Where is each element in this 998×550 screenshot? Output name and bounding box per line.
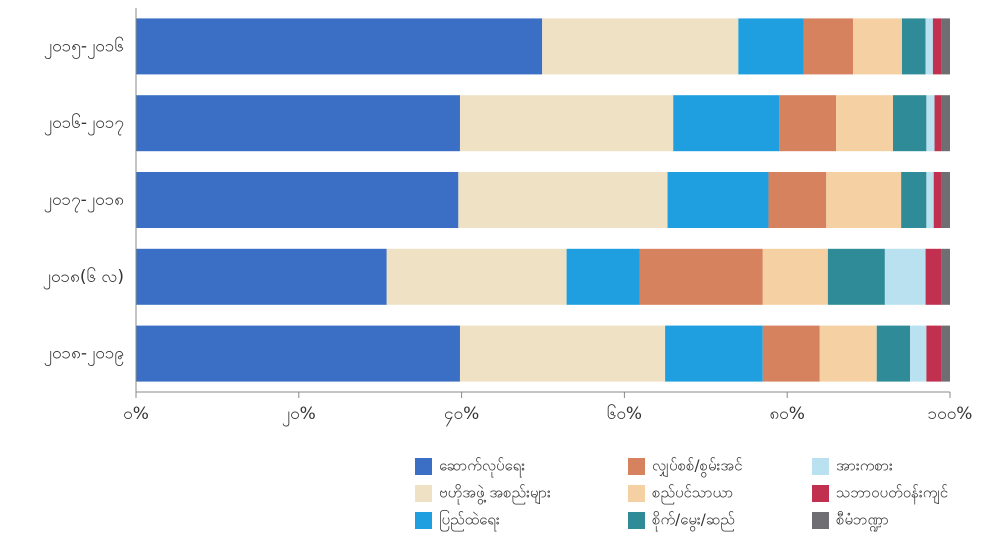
bar-segment [884, 248, 926, 305]
bar-segment [136, 18, 543, 75]
bar-segment [458, 172, 668, 228]
bar-segment [136, 95, 460, 152]
y-tick-label: ၂၀၁၇-၂၀၁၈ [44, 190, 124, 213]
bar-segment [738, 18, 804, 75]
bar-segment [665, 325, 763, 382]
legend-swatch [628, 512, 645, 529]
bar-segment [941, 95, 950, 152]
legend-swatch [415, 458, 432, 475]
bar-segment [932, 18, 942, 75]
y-tick-label: ၂၀၁၈-၂၀၁၉ [44, 344, 124, 367]
bar-segment [762, 325, 820, 382]
legend-swatch [812, 512, 829, 529]
bar-segment [901, 172, 927, 228]
x-tick-label: ၆၀% [607, 403, 642, 424]
bar-segment [925, 18, 933, 75]
bar-segment [768, 172, 827, 228]
bar-segment [893, 95, 927, 152]
x-tick-label: ၈၀% [769, 404, 804, 424]
legend-label: စိုက်/မွေး/ဆည် [652, 511, 735, 532]
legend-swatch [415, 512, 432, 529]
legend-swatch [415, 485, 432, 502]
legend-label: သဘာဝပတ်ဝန်းကျင် [836, 484, 948, 505]
bar-segment [566, 248, 640, 305]
bar-segment [826, 172, 902, 228]
bar-segment [136, 325, 460, 382]
bar-segment [803, 18, 854, 75]
bar-segment [876, 325, 911, 382]
legend-swatch [812, 485, 829, 502]
bar-segment [673, 95, 780, 152]
bar-segment [941, 172, 950, 228]
legend-label: ဗဟိုအဖွဲ့ အစည်းများ [439, 484, 551, 505]
bar-segment [926, 95, 935, 152]
bar-segment [934, 95, 942, 152]
bar-segment [901, 18, 926, 75]
bar-segment [386, 248, 567, 305]
legend-swatch [812, 458, 829, 475]
bar-segment [459, 325, 666, 382]
bar-segment [136, 172, 459, 228]
bar-segment [941, 18, 950, 75]
bar-segment [910, 325, 927, 382]
bar-segment [762, 248, 828, 305]
y-tick-label: ၂၀၁၆-၂၀၁၇ [44, 112, 124, 136]
legend-label: လျှပ်စစ်/စွမ်းအင် [652, 457, 742, 478]
x-tick-label: ၀% [123, 404, 149, 424]
bar-segment [926, 172, 934, 228]
y-tick-label: ၂၀၁၈(၆ လ) [43, 266, 124, 290]
legend-swatch [628, 458, 645, 475]
bar-segment [836, 95, 894, 152]
bar-segment [779, 95, 837, 152]
bar-segment [542, 18, 739, 75]
bar-segment [925, 248, 942, 305]
x-tick-label: ၂၀% [282, 404, 316, 427]
legend-label: စီမံဘဏ္ဍာ [836, 511, 889, 532]
legend-label: အားကစား [836, 457, 893, 475]
bar-segment [827, 248, 885, 305]
bar-segment [459, 95, 674, 152]
legend-label: စည်ပင်သာယာ [652, 484, 733, 505]
legend-label: ပြည်ထဲရေး [439, 510, 500, 532]
y-tick-label: ၂၀၁၅-၂၀၁၆ [44, 35, 124, 59]
bar-segment [136, 248, 387, 305]
bar-segment [667, 172, 769, 228]
bar-segment [941, 325, 950, 382]
bar-segment [941, 248, 950, 305]
bar-segment [639, 248, 763, 305]
bar-segment [926, 325, 942, 382]
x-tick-label: ၄၀% [444, 404, 479, 427]
bar-segment [933, 172, 942, 228]
bar-segment [853, 18, 902, 75]
bar-segment [819, 325, 877, 382]
x-tick-label: ၁၀၀% [928, 404, 973, 424]
legend-label: ဆောက်လုပ်ရေး [439, 457, 525, 478]
legend-swatch [628, 485, 645, 502]
